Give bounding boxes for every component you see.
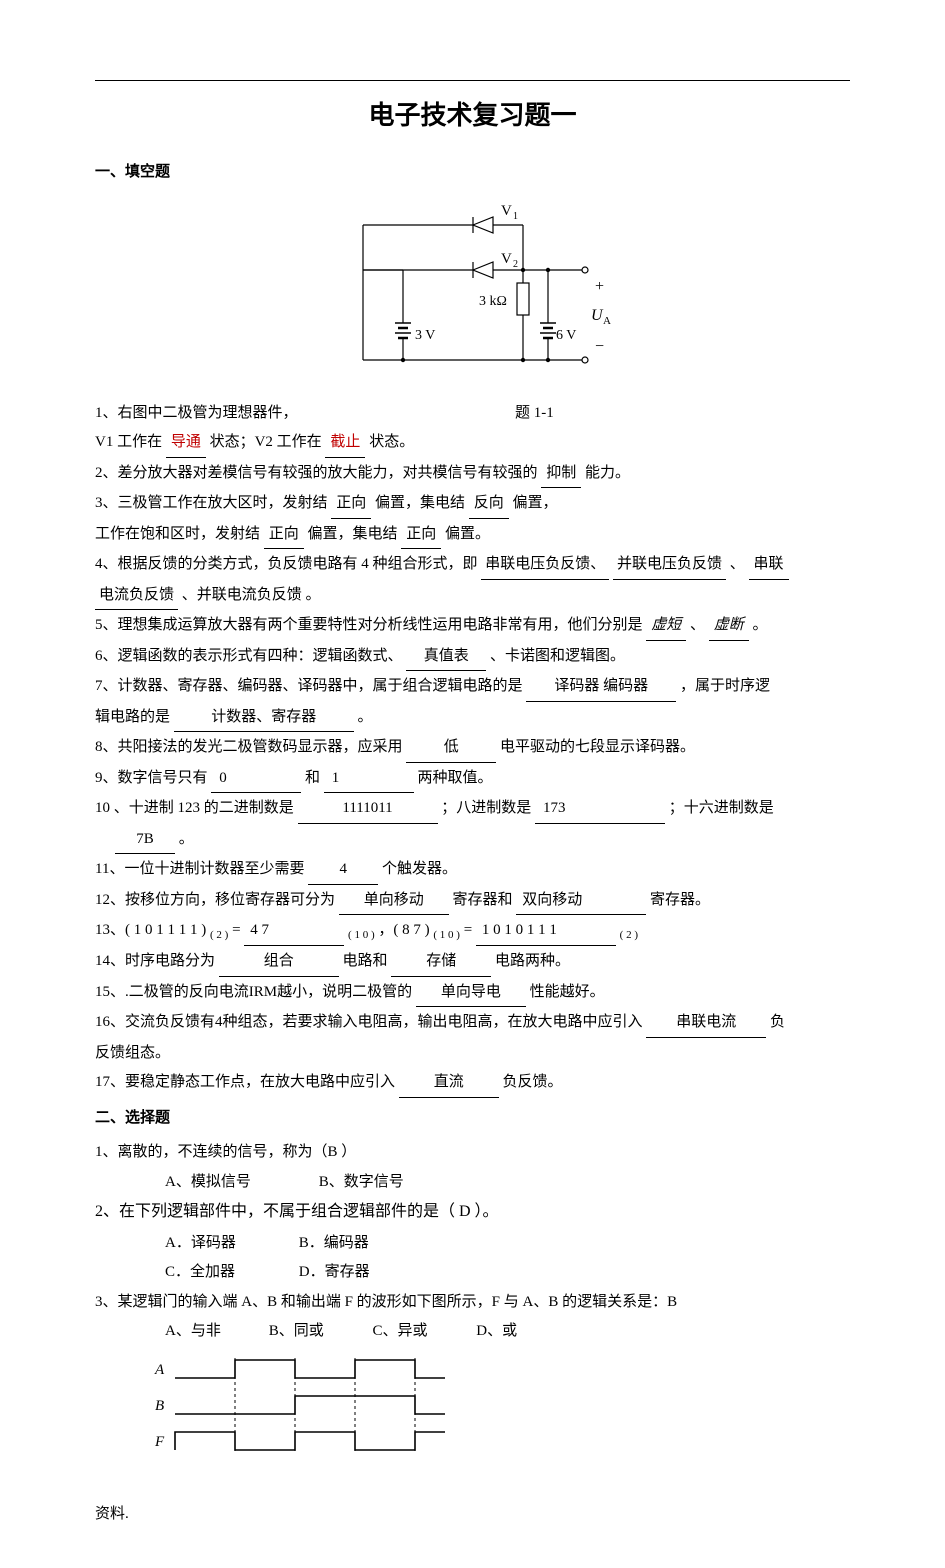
- mc3-c: C、异或: [373, 1317, 473, 1346]
- svg-text:F: F: [154, 1434, 165, 1450]
- q4-line2: 电流负反馈 、并联电流负反馈 。: [95, 581, 850, 611]
- q15: 15、.二极管的反向电流IRM越小，说明二极管的 单向导电 性能越好。: [95, 978, 850, 1008]
- q12-ans2: 双向移动: [516, 886, 646, 916]
- mc3-q: 3、某逻辑门的输入端 A、B 和输出端 F 的波形如下图所示，F 与 A、B 的…: [95, 1288, 850, 1317]
- svg-text:A: A: [603, 315, 611, 327]
- q9-ans1: 0: [211, 764, 301, 794]
- q16-ans1: 串联电流: [646, 1008, 766, 1038]
- svg-text:2: 2: [513, 259, 518, 270]
- footer-text: 资料.: [95, 1492, 850, 1529]
- q7-line2: 辑电路的是 计数器、寄存器 。: [95, 703, 850, 733]
- q10-ans2: 173: [535, 794, 665, 824]
- q6: 6、逻辑函数的表示形式有四种：逻辑函数式、 真值表 、卡诺图和逻辑图。: [95, 642, 850, 672]
- q3-ans1: 正向: [331, 489, 371, 519]
- q1-caption: 题 1-1: [515, 399, 554, 428]
- waveform-diagram: A B F: [95, 1352, 850, 1462]
- mc1-a: A、模拟信号: [165, 1168, 315, 1197]
- q1-prefix: 1、右图中二极管为理想器件，: [95, 405, 298, 421]
- q4-ans3: 串联: [749, 550, 789, 580]
- q13: 13、( 1 0 1 1 1 1 ) ( 2 ) = 4 7 ( 1 0 ) ，…: [95, 916, 850, 946]
- q14-ans1: 组合: [219, 947, 339, 977]
- q14: 14、时序电路分为 组合 电路和 存储 电路两种。: [95, 947, 850, 977]
- svg-text:A: A: [154, 1362, 165, 1378]
- q10-line1: 10 、十进制 123 的二进制数是 1111011 ；八进制数是 173 ；十…: [95, 794, 850, 824]
- q4-ans4: 电流负反馈: [95, 581, 178, 611]
- q9: 9、数字信号只有 0 和 1 两种取值。: [95, 764, 850, 794]
- q17-ans1: 直流: [399, 1068, 499, 1098]
- q17: 17、要稳定静态工作点，在放大电路中应引入 直流 负反馈。: [95, 1068, 850, 1098]
- svg-text:3 kΩ: 3 kΩ: [479, 294, 507, 309]
- q11: 11、一位十进制计数器至少需要 4 个触发器。: [95, 855, 850, 885]
- q7-ans1: 译码器 编码器: [526, 672, 676, 702]
- mc1-b: B、数字信号: [319, 1174, 404, 1190]
- q15-ans1: 单向导电: [416, 978, 526, 1008]
- svg-text:V: V: [501, 251, 512, 267]
- section-2-heading: 二、选择题: [95, 1104, 850, 1133]
- q2-ans: 抑制: [541, 459, 581, 489]
- q13-ans1: 4 7: [244, 916, 344, 946]
- q13-ans2: 1 0 1 0 1 1 1: [476, 916, 616, 946]
- q6-ans1: 真值表: [406, 642, 486, 672]
- q1-line2: V1 工作在 导通 状态；V2 工作在 截止 状态。: [95, 428, 850, 458]
- q1-ans1: 导通: [166, 428, 206, 458]
- page-title: 电子技术复习题一: [95, 91, 850, 140]
- q10-line2: 7B 。: [95, 825, 850, 855]
- section-1-heading: 一、填空题: [95, 158, 850, 187]
- mc1-q: 1、离散的，不连续的信号，称为（B ）: [95, 1138, 850, 1167]
- q9-ans2: 1: [324, 764, 414, 794]
- svg-text:B: B: [155, 1398, 164, 1414]
- q16-line1: 16、交流负反馈有4种组态，若要求输入电阻高，输出电阻高，在放大电路中应引入 串…: [95, 1008, 850, 1038]
- q8-ans1: 低: [406, 733, 496, 763]
- q5-ans2: 虚断: [709, 611, 749, 641]
- mc2-d: D．寄存器: [299, 1264, 370, 1280]
- top-rule: [95, 80, 850, 81]
- q3-ans4: 正向: [401, 520, 441, 550]
- q3-line2: 工作在饱和区时，发射结 正向 偏置，集电结 正向 偏置。: [95, 520, 850, 550]
- svg-text:6 V: 6 V: [556, 328, 576, 343]
- circuit-svg: V 1 V 2 3 kΩ: [323, 195, 623, 395]
- svg-text:+: +: [595, 278, 604, 295]
- q3-ans3: 正向: [264, 520, 304, 550]
- q1-ans2: 截止: [325, 428, 365, 458]
- q3-ans2: 反向: [469, 489, 509, 519]
- q10-ans1: 1111011: [298, 794, 438, 824]
- q7-ans2: 计数器、寄存器: [174, 703, 354, 733]
- mc1-options: A、模拟信号 B、数字信号: [95, 1168, 850, 1197]
- mc3-a: A、与非: [165, 1317, 265, 1346]
- q12: 12、按移位方向，移位寄存器可分为 单向移动 寄存器和 双向移动 寄存器。: [95, 886, 850, 916]
- q4-ans2: 并联电压负反馈: [613, 550, 726, 580]
- mc3-options: A、与非 B、同或 C、异或 D、或: [95, 1317, 850, 1346]
- q5: 5、理想集成运算放大器有两个重要特性对分析线性运用电路非常有用，他们分别是 虚短…: [95, 611, 850, 641]
- q8: 8、共阳接法的发光二极管数码显示器，应采用 低 电平驱动的七段显示译码器。: [95, 733, 850, 763]
- q5-ans1: 虚短: [646, 611, 686, 641]
- q11-ans1: 4: [308, 855, 378, 885]
- mc2-options-2: C．全加器 D．寄存器: [95, 1258, 850, 1287]
- q7-line1: 7、计数器、寄存器、编码器、译码器中，属于组合逻辑电路的是 译码器 编码器 ，属…: [95, 672, 850, 702]
- q4-line1: 4、根据反馈的分类方式，负反馈电路有 4 种组合形式，即 串联电压负反馈、 并联…: [95, 550, 850, 580]
- mc2-b: B．编码器: [299, 1235, 369, 1251]
- mc2-q: 2、在下列逻辑部件中，不属于组合逻辑部件的是（ D ）。: [95, 1197, 850, 1227]
- q14-ans2: 存储: [391, 947, 491, 977]
- q16-line2: 反馈组态。: [95, 1039, 850, 1068]
- q3-line1: 3、三极管工作在放大区时，发射结 正向 偏置，集电结 反向 偏置，: [95, 489, 850, 519]
- circuit-diagram: V 1 V 2 3 kΩ: [95, 195, 850, 395]
- q1-line1: 1、右图中二极管为理想器件， 题 1-1: [95, 399, 850, 428]
- svg-text:3 V: 3 V: [415, 328, 435, 343]
- label-v1: V: [501, 203, 512, 219]
- svg-text:1: 1: [513, 211, 518, 222]
- q12-ans1: 单向移动: [339, 886, 449, 916]
- q4-ans1: 串联电压负反馈、: [481, 550, 609, 580]
- q2: 2、差分放大器对差模信号有较强的放大能力，对共模信号有较强的 抑制 能力。: [95, 459, 850, 489]
- mc2-c: C．全加器: [165, 1258, 295, 1287]
- q10-ans3: 7B: [115, 825, 175, 855]
- mc2-a: A．译码器: [165, 1229, 295, 1258]
- mc2-options-1: A．译码器 B．编码器: [95, 1229, 850, 1258]
- mc3-b: B、同或: [269, 1317, 369, 1346]
- svg-text:−: −: [595, 338, 604, 355]
